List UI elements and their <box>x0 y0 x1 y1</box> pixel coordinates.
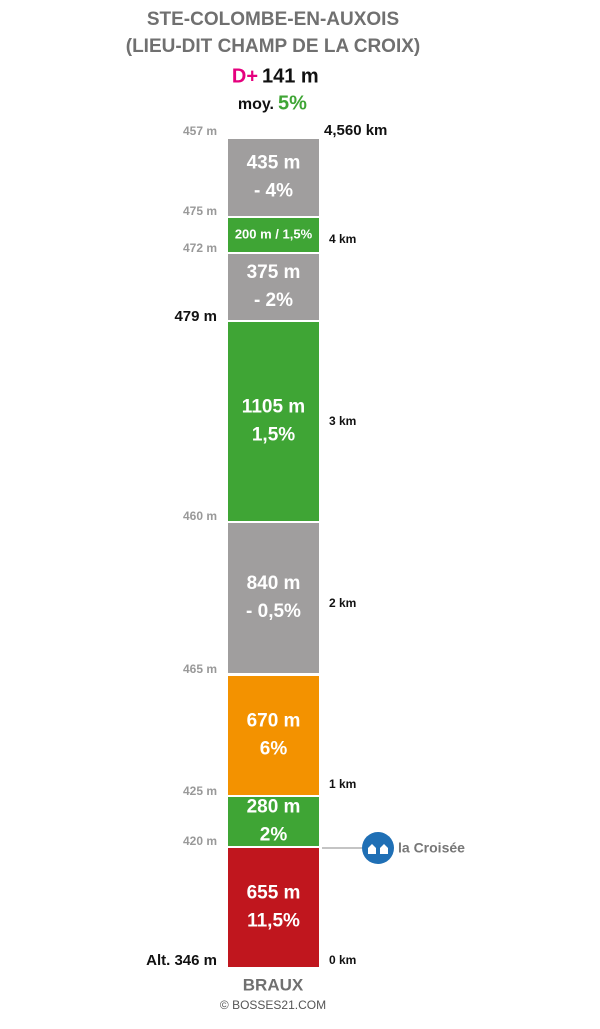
segment <box>228 523 319 673</box>
segment-label: 6% <box>260 739 288 760</box>
altitude-label: 472 m <box>183 241 217 255</box>
km-label: 3 km <box>329 414 356 428</box>
poi-house <box>368 844 388 854</box>
segment <box>228 797 319 846</box>
segment <box>228 848 319 967</box>
segment <box>228 254 319 320</box>
altitude-label: 420 m <box>183 834 217 848</box>
segment <box>228 139 319 216</box>
km-notch <box>319 777 327 793</box>
segment <box>228 218 319 252</box>
km-label: 1 km <box>329 777 356 791</box>
segment-label: - 0,5% <box>246 601 301 622</box>
altitude-label: 475 m <box>183 204 217 218</box>
altitude-label: Alt. 346 m <box>146 952 217 969</box>
dplus-value: 141 m <box>262 65 319 87</box>
altitude-label: 425 m <box>183 784 217 798</box>
segment-label: 840 m <box>247 573 301 594</box>
altitude-label: 460 m <box>183 509 217 523</box>
segment-label: 375 m <box>247 262 301 283</box>
title-line: (LIEU-DIT CHAMP DE LA CROIX) <box>126 36 421 57</box>
segment-label: 435 m <box>247 153 301 174</box>
segment-label: 670 m <box>247 711 301 732</box>
altitude-label: 457 m <box>183 124 217 138</box>
segment-label: - 2% <box>254 290 293 311</box>
km-label: 2 km <box>329 596 356 610</box>
km-notch <box>319 414 327 430</box>
avg-label: moy. <box>238 96 274 113</box>
altitude-label: 465 m <box>183 662 217 676</box>
dplus-label: D+ <box>232 65 258 87</box>
km-label: 4 km <box>329 232 356 246</box>
segment-label: 1,5% <box>252 425 295 446</box>
poi-label: la Croisée <box>398 840 465 856</box>
title-line: STE-COLOMBE-EN-AUXOIS <box>147 9 399 30</box>
segment-label: 655 m <box>247 883 301 904</box>
segment-label: 11,5% <box>247 911 300 932</box>
segment-label: 200 m / 1,5% <box>235 226 313 241</box>
segment <box>228 676 319 795</box>
start-label: BRAUX <box>243 975 304 994</box>
km-notch <box>319 232 327 248</box>
segment-label: 1105 m <box>242 397 305 418</box>
poi-icon <box>362 832 394 864</box>
altitude-label: 479 m <box>174 308 217 325</box>
avg-value: 5% <box>278 92 307 114</box>
km-label: 0 km <box>329 953 356 967</box>
credit: © BOSSES21.COM <box>220 998 326 1012</box>
segment-label: - 4% <box>254 181 293 202</box>
km-label: 4,560 km <box>324 122 387 139</box>
segment <box>228 322 319 521</box>
segment-label: 280 m <box>247 797 301 818</box>
segment-label: 2% <box>260 825 288 846</box>
km-notch <box>319 596 327 612</box>
